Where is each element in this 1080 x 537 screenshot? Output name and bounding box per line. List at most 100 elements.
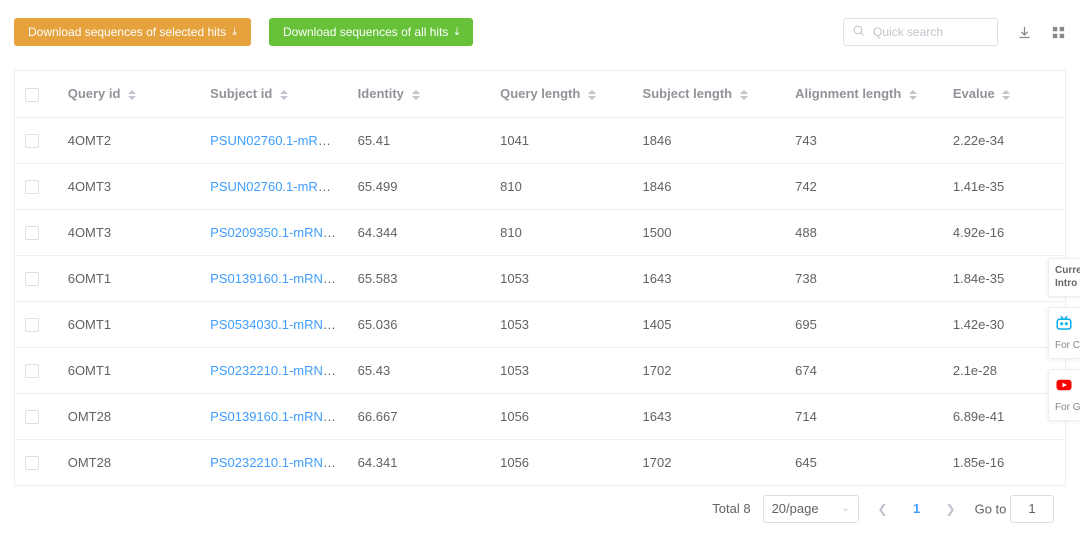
- col-query-length[interactable]: Query length: [490, 71, 632, 117]
- cell-query-length: 1053: [490, 301, 632, 347]
- grid-view-icon[interactable]: [1050, 24, 1066, 40]
- download-all-label: Download sequences of all hits: [283, 25, 448, 39]
- subject-link[interactable]: PS0139160.1-mRNA-1: [210, 409, 343, 424]
- goto-input[interactable]: [1010, 495, 1054, 523]
- cell-alignment-length: 738: [785, 255, 943, 301]
- current-page[interactable]: 1: [907, 501, 927, 516]
- cell-alignment-length: 674: [785, 347, 943, 393]
- col-subject-length[interactable]: Subject length: [633, 71, 786, 117]
- row-checkbox[interactable]: [25, 180, 39, 194]
- cell-subject-length: 1702: [633, 439, 786, 485]
- cell-query-length: 1053: [490, 347, 632, 393]
- cell-query-id: 4OMT3: [58, 163, 200, 209]
- pagination: Total 8 20/page ⌄ ❮ 1 ❯ Go to: [14, 486, 1066, 532]
- cell-query-id: OMT28: [58, 393, 200, 439]
- row-checkbox-cell: [15, 347, 58, 393]
- cell-subject-length: 1846: [633, 117, 786, 163]
- cell-query-id: OMT28: [58, 439, 200, 485]
- col-label: Evalue: [953, 86, 995, 101]
- float-line1: Curre: [1055, 265, 1076, 278]
- cell-alignment-length: 488: [785, 209, 943, 255]
- row-checkbox[interactable]: [25, 410, 39, 424]
- cell-subject-id: PSUN02760.1-mRNA-: [200, 163, 348, 209]
- row-checkbox-cell: [15, 301, 58, 347]
- table-row: 4OMT2PSUN02760.1-mRNA-65.41104118467432.…: [15, 117, 1065, 163]
- row-checkbox[interactable]: [25, 272, 39, 286]
- cell-evalue: 2.1e-28: [943, 347, 1065, 393]
- cell-evalue: 2.22e-34: [943, 117, 1065, 163]
- download-icon: ⤓: [454, 27, 459, 38]
- col-label: Alignment length: [795, 86, 901, 101]
- col-label: Identity: [358, 86, 404, 101]
- float-line2: Intro: [1055, 278, 1076, 291]
- row-checkbox-cell: [15, 255, 58, 301]
- col-query-id[interactable]: Query id: [58, 71, 200, 117]
- table-row: 6OMT1PS0139160.1-mRNA-165.58310531643738…: [15, 255, 1065, 301]
- row-checkbox-cell: [15, 163, 58, 209]
- float-caption: For Glo: [1055, 402, 1080, 413]
- prev-page-button[interactable]: ❮: [871, 495, 895, 523]
- cell-query-length: 1053: [490, 255, 632, 301]
- cell-evalue: 6.89e-41: [943, 393, 1065, 439]
- cell-query-id: 6OMT1: [58, 347, 200, 393]
- cell-alignment-length: 645: [785, 439, 943, 485]
- table-row: OMT28PS0139160.1-mRNA-166.66710561643714…: [15, 393, 1065, 439]
- cell-query-length: 810: [490, 209, 632, 255]
- header-checkbox-cell: [15, 71, 58, 117]
- col-evalue[interactable]: Evalue: [943, 71, 1065, 117]
- float-item-youtube[interactable]: For Glo: [1048, 369, 1080, 421]
- cell-query-length: 1056: [490, 393, 632, 439]
- page-size-select[interactable]: 20/page ⌄: [763, 495, 859, 523]
- sort-icon: [280, 90, 288, 100]
- cell-identity: 65.583: [348, 255, 490, 301]
- cell-alignment-length: 714: [785, 393, 943, 439]
- download-selected-label: Download sequences of selected hits: [28, 25, 226, 39]
- search-box[interactable]: [843, 18, 998, 46]
- sort-icon: [412, 90, 420, 100]
- cell-query-id: 4OMT3: [58, 209, 200, 255]
- row-checkbox[interactable]: [25, 456, 39, 470]
- subject-link[interactable]: PSUN02760.1-mRNA-: [210, 133, 340, 148]
- cell-query-length: 810: [490, 163, 632, 209]
- cell-evalue: 1.85e-16: [943, 439, 1065, 485]
- col-alignment-length[interactable]: Alignment length: [785, 71, 943, 117]
- subject-link[interactable]: PS0534030.1-mRNA-1: [210, 317, 343, 332]
- col-label: Query length: [500, 86, 580, 101]
- table-row: 6OMT1PS0534030.1-mRNA-165.03610531405695…: [15, 301, 1065, 347]
- subject-link[interactable]: PS0232210.1-mRNA-1: [210, 455, 343, 470]
- cell-evalue: 1.41e-35: [943, 163, 1065, 209]
- search-input[interactable]: [871, 24, 989, 40]
- cell-identity: 64.341: [348, 439, 490, 485]
- cell-evalue: 4.92e-16: [943, 209, 1065, 255]
- cell-subject-id: PSUN02760.1-mRNA-: [200, 117, 348, 163]
- select-all-checkbox[interactable]: [25, 88, 39, 102]
- col-identity[interactable]: Identity: [348, 71, 490, 117]
- sort-icon: [1002, 90, 1010, 100]
- float-item-current[interactable]: Curre Intro: [1048, 258, 1080, 297]
- table-row: OMT28PS0232210.1-mRNA-164.34110561702645…: [15, 439, 1065, 485]
- row-checkbox[interactable]: [25, 318, 39, 332]
- download-all-button[interactable]: Download sequences of all hits ⤓: [269, 18, 473, 46]
- col-label: Subject id: [210, 86, 272, 101]
- row-checkbox-cell: [15, 439, 58, 485]
- next-page-button[interactable]: ❯: [939, 495, 963, 523]
- sort-icon: [588, 90, 596, 100]
- float-item-bilibili[interactable]: For Ch: [1048, 307, 1080, 359]
- subject-link[interactable]: PS0209350.1-mRNA-1: [210, 225, 343, 240]
- download-icon: ⤓: [232, 27, 237, 38]
- download-selected-button[interactable]: Download sequences of selected hits ⤓: [14, 18, 251, 46]
- row-checkbox[interactable]: [25, 226, 39, 240]
- row-checkbox-cell: [15, 117, 58, 163]
- row-checkbox[interactable]: [25, 134, 39, 148]
- subject-link[interactable]: PSUN02760.1-mRNA-: [210, 179, 340, 194]
- subject-link[interactable]: PS0232210.1-mRNA-1: [210, 363, 343, 378]
- row-checkbox[interactable]: [25, 364, 39, 378]
- subject-link[interactable]: PS0139160.1-mRNA-1: [210, 271, 343, 286]
- cell-subject-id: PS0139160.1-mRNA-1: [200, 393, 348, 439]
- cell-query-length: 1041: [490, 117, 632, 163]
- sort-icon: [909, 90, 917, 100]
- float-caption: For Ch: [1055, 340, 1080, 351]
- col-subject-id[interactable]: Subject id: [200, 71, 348, 117]
- cell-identity: 65.499: [348, 163, 490, 209]
- export-icon[interactable]: [1016, 24, 1032, 40]
